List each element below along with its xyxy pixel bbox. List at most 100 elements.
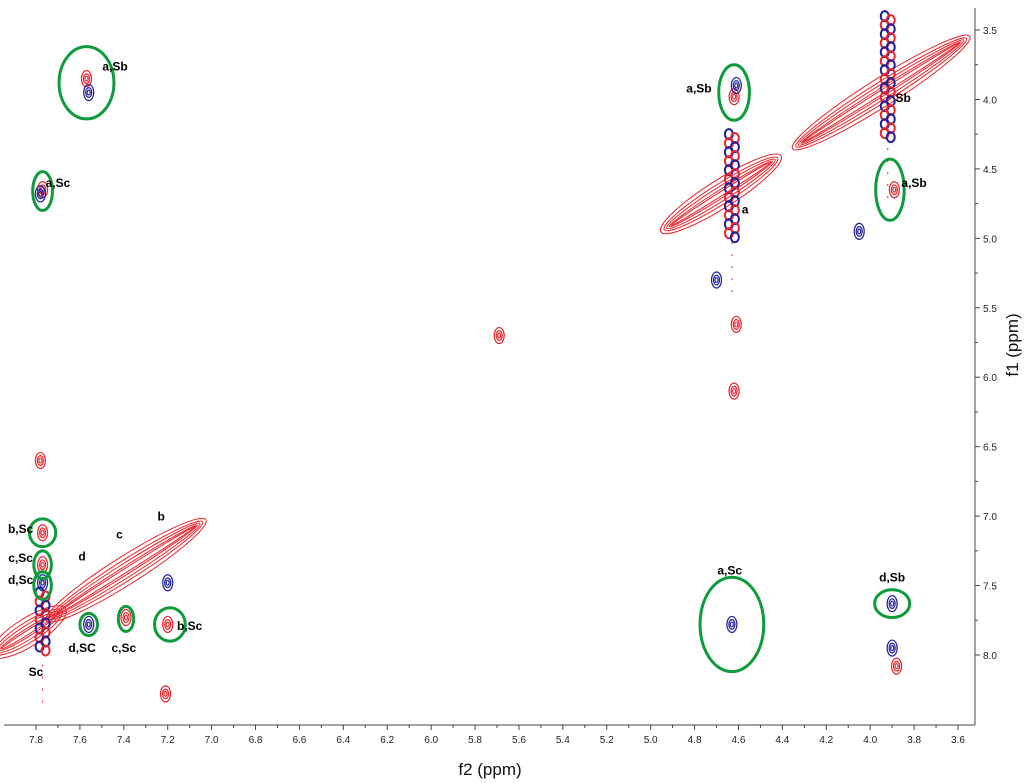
peak-label: a,Sb	[686, 82, 711, 96]
cross-peak	[886, 595, 898, 613]
diagonal-contour	[659, 153, 783, 235]
cross-peak	[857, 228, 862, 235]
cross-peak	[122, 612, 130, 623]
diagonal-contour	[0, 611, 61, 654]
x-axis-title: f2 (ppm)	[458, 760, 521, 779]
cross-peak	[84, 75, 89, 82]
cross-peak	[726, 615, 738, 634]
y-tick-label: 8.0	[983, 651, 997, 662]
diagonal-contour	[668, 160, 774, 228]
stripe-lobe	[729, 231, 740, 244]
cross-peak	[38, 190, 43, 197]
cross-peak	[892, 660, 901, 672]
peak-label: a	[742, 202, 749, 216]
cross-peak	[888, 642, 896, 654]
cross-peak	[730, 91, 738, 103]
y-tick-label: 6.0	[983, 373, 997, 384]
peak-label: b,Sc	[8, 522, 34, 536]
cross-peak	[36, 188, 44, 200]
cross-peak	[730, 385, 738, 397]
cross-peak	[163, 690, 168, 697]
cross-peak	[36, 574, 49, 592]
peak-label: d	[78, 550, 85, 564]
highlight-circle	[116, 604, 136, 633]
x-tick-label: 3.8	[907, 735, 921, 746]
cross-peak	[894, 663, 899, 670]
stripe-lobe	[40, 644, 51, 657]
cross-peak	[86, 621, 91, 628]
x-tick-label: 4.2	[819, 735, 833, 746]
cross-peak	[83, 83, 95, 102]
x-tick-label: 7.2	[161, 735, 175, 746]
x-tick-label: 3.6	[951, 735, 965, 746]
cross-peak	[890, 600, 895, 607]
cross-peak	[38, 559, 47, 571]
cross-peak	[83, 615, 95, 634]
x-tick-label: 4.0	[863, 735, 877, 746]
cross-peak	[890, 645, 895, 652]
cross-peak	[712, 274, 721, 286]
cross-peak	[38, 527, 47, 539]
cross-peak	[855, 225, 863, 237]
cross-peak	[80, 70, 93, 88]
peak-label: a,Sc	[46, 176, 71, 190]
x-tick-label: 4.8	[688, 735, 702, 746]
x-tick-label: 5.0	[644, 735, 658, 746]
peak-label: Sb	[895, 91, 910, 105]
highlight-circle	[874, 157, 906, 222]
cross-peak	[886, 639, 898, 657]
x-tick-label: 6.0	[424, 735, 438, 746]
cross-peak	[159, 685, 172, 703]
cross-peak	[36, 455, 44, 466]
highlight-circle	[57, 45, 116, 121]
highlight-circle	[153, 606, 187, 643]
cross-peak	[162, 615, 174, 634]
cross-peak	[34, 185, 46, 203]
x-tick-label: 6.6	[292, 735, 306, 746]
x-tick-label: 7.8	[29, 735, 43, 746]
peak-label: c	[116, 527, 123, 541]
cross-peak	[728, 382, 740, 400]
peak-label: Sc	[29, 665, 44, 679]
y-tick-label: 5.5	[983, 304, 997, 315]
cross-peak	[714, 277, 719, 284]
cross-peak	[164, 577, 172, 589]
y-tick-label: 6.5	[983, 443, 997, 454]
y-axis-title: f1 (ppm)	[1003, 313, 1022, 376]
diagonal-layer	[0, 34, 971, 659]
cross-peak	[82, 73, 91, 85]
cross-peak	[731, 388, 737, 395]
highlight-circle	[717, 63, 751, 122]
cross-peak	[495, 330, 503, 341]
highlight-circle	[31, 170, 54, 213]
cross-peak	[731, 93, 737, 100]
x-tick-label: 5.4	[556, 735, 570, 746]
cross-peak	[710, 271, 723, 289]
highlight-circle	[32, 549, 53, 581]
cross-peak	[162, 574, 174, 592]
cross-peak	[86, 89, 91, 96]
peak-label: a,Sb	[901, 176, 926, 190]
cross-peak	[890, 657, 903, 675]
diagonal-contour	[54, 524, 198, 617]
diagonal-contour	[0, 608, 63, 656]
cross-peak	[85, 619, 93, 630]
highlight-circle	[698, 575, 766, 674]
x-tick-label: 6.4	[336, 735, 350, 746]
cross-peak	[734, 321, 739, 328]
cross-peak	[34, 451, 46, 470]
x-tick-label: 4.4	[775, 735, 789, 746]
y-tick-label: 4.0	[983, 95, 997, 106]
diagonal-contour	[48, 520, 204, 620]
peak-label: b	[157, 509, 164, 523]
highlight-circle	[873, 588, 912, 619]
cross-peak-layer	[34, 70, 903, 703]
peak-label: c,Sc	[8, 551, 33, 565]
x-tick-label: 6.2	[380, 735, 394, 746]
peak-label: d,SC	[68, 641, 96, 655]
x-tick-label: 5.2	[600, 735, 614, 746]
cross-peak	[497, 332, 502, 339]
stripe-lobe	[885, 131, 896, 144]
